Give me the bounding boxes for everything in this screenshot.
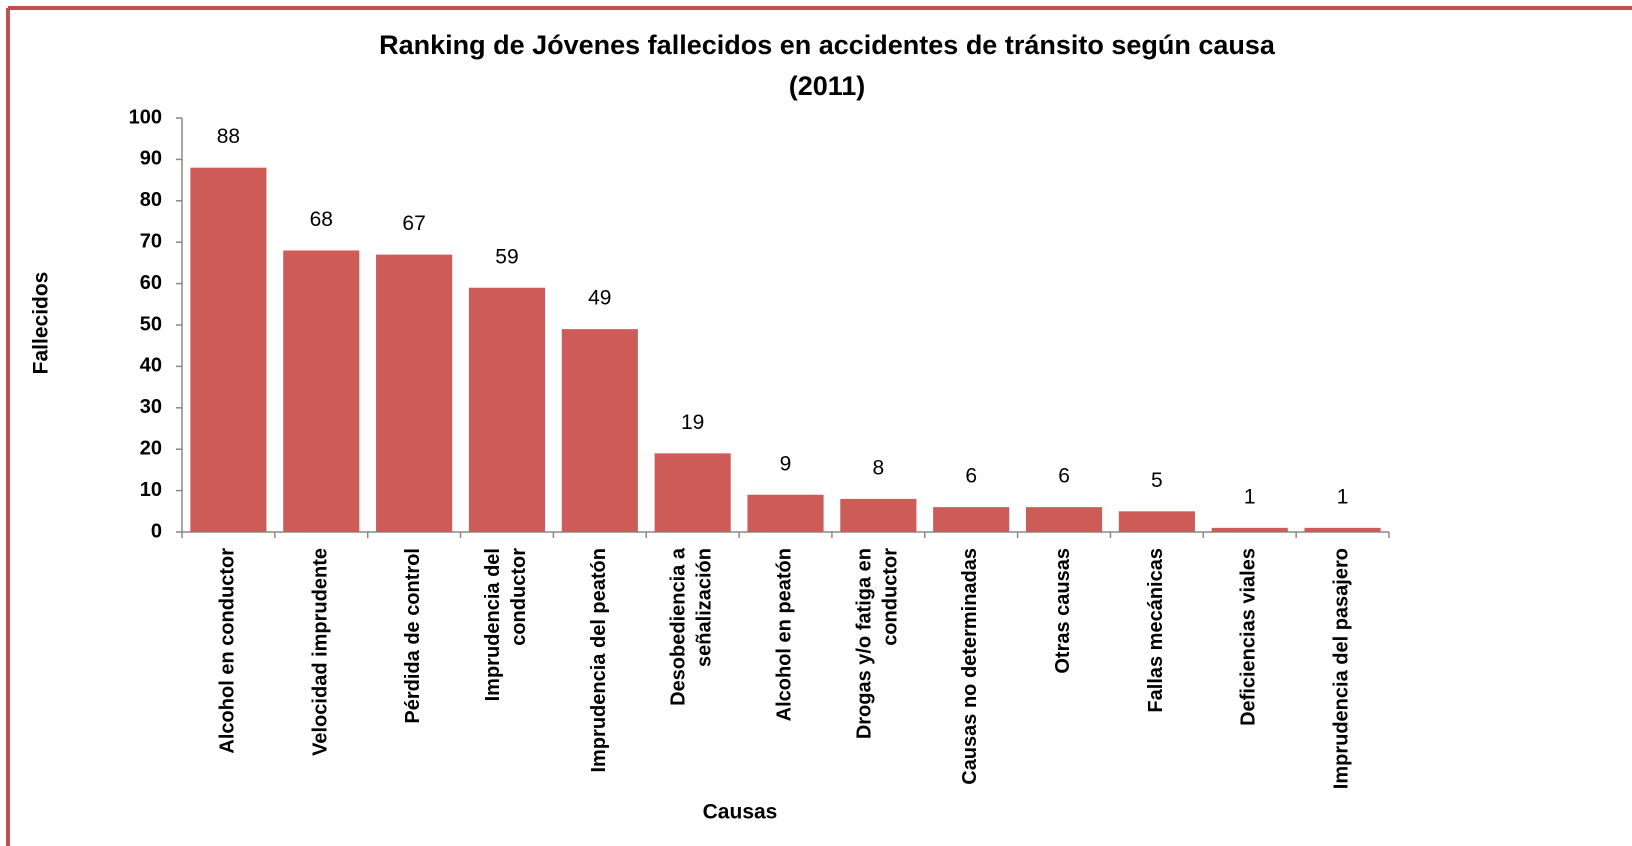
bar xyxy=(561,329,638,532)
chart-title: Ranking de Jóvenes fallecidos en acciden… xyxy=(379,30,1276,60)
bar xyxy=(840,498,917,532)
bar xyxy=(933,507,1010,532)
bar xyxy=(1025,507,1103,532)
bar xyxy=(376,254,453,532)
x-tick-label: Alcohol en peatón xyxy=(774,548,796,721)
y-tick-label: 40 xyxy=(140,355,162,377)
x-tick-label: Otras causas xyxy=(1052,548,1074,674)
value-label: 19 xyxy=(681,411,704,434)
x-tick-label: Imprudencia del conductor xyxy=(482,548,530,702)
y-tick-label: 80 xyxy=(140,189,162,211)
bar xyxy=(283,250,360,533)
value-label: 6 xyxy=(1058,465,1070,488)
x-tick-label: Drogas y/o fatiga en conductor xyxy=(854,548,902,739)
value-label: 67 xyxy=(402,212,425,235)
bar xyxy=(654,453,731,532)
y-tick-label: 30 xyxy=(140,396,162,418)
x-axis-label: Causas xyxy=(703,801,778,824)
value-label: 9 xyxy=(780,452,792,475)
x-tick-label: Deficiencias viales xyxy=(1238,548,1260,726)
y-tick-label: 70 xyxy=(140,230,162,252)
value-label: 1 xyxy=(1244,485,1256,508)
value-label: 59 xyxy=(495,245,518,268)
value-label: 5 xyxy=(1151,469,1163,492)
bar xyxy=(1304,527,1381,532)
bar xyxy=(468,287,546,532)
x-tick-label: Causas no determinadas xyxy=(959,548,981,785)
y-tick-label: 10 xyxy=(140,479,162,501)
x-tick-label: Alcohol en conductor xyxy=(217,548,239,754)
chart-subtitle: (2011) xyxy=(789,71,866,101)
value-label: 88 xyxy=(217,125,240,148)
value-label: 6 xyxy=(965,465,977,488)
y-tick-label: 20 xyxy=(140,437,162,459)
x-tick-label: Desobediencia a señalización xyxy=(668,547,716,706)
x-tick-label: Velocidad imprudente xyxy=(310,548,332,756)
value-label: 1 xyxy=(1337,485,1349,508)
bar xyxy=(1211,527,1288,532)
y-tick-label: 100 xyxy=(129,106,162,128)
bar xyxy=(747,494,824,532)
value-label: 68 xyxy=(310,208,333,231)
value-label: 8 xyxy=(873,456,885,479)
bar xyxy=(190,167,267,532)
x-tick-label: Imprudencia del peatón xyxy=(588,548,610,772)
bar xyxy=(1118,511,1195,532)
x-tick-label: Fallas mecánicas xyxy=(1145,548,1167,713)
y-tick-label: 0 xyxy=(151,520,162,542)
y-tick-label: 50 xyxy=(140,313,162,335)
value-label: 49 xyxy=(588,287,611,310)
y-axis-label: Fallecidos xyxy=(30,272,53,375)
x-tick-label: Imprudencia del pasajero xyxy=(1331,548,1353,789)
y-tick-label: 60 xyxy=(140,272,162,294)
y-tick-label: 90 xyxy=(140,148,162,170)
x-tick-label: Pérdida de control xyxy=(402,548,424,724)
